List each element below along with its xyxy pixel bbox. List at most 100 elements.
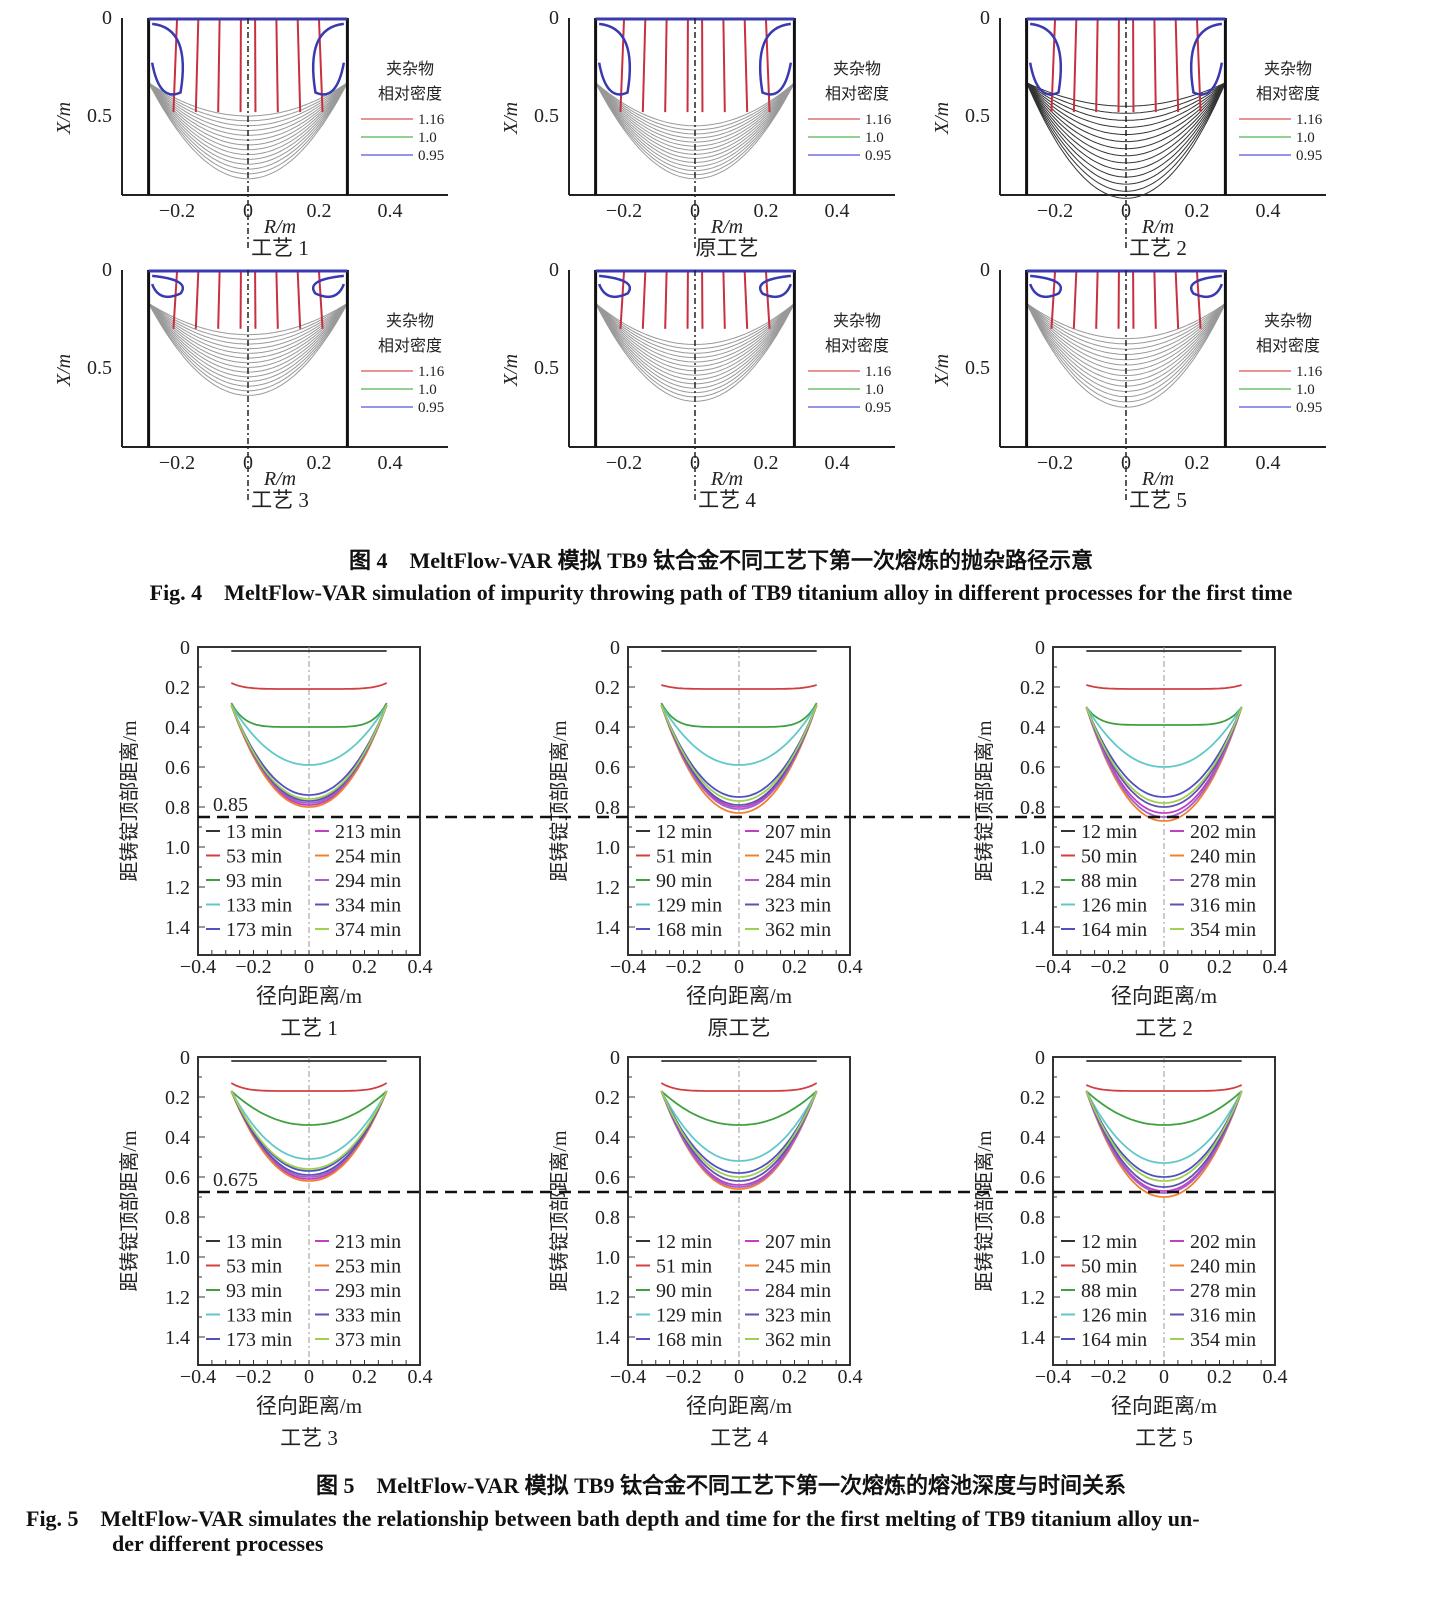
x-axis-label: 径向距离/m bbox=[1111, 1394, 1217, 1418]
series-line-53-min bbox=[230, 1082, 388, 1092]
legend-label: 133 min bbox=[226, 895, 292, 917]
series-line-362-min bbox=[660, 1090, 818, 1178]
y-tick-label: 0.5 bbox=[534, 357, 559, 379]
y-tick-label: 1.0 bbox=[595, 1247, 620, 1269]
impurity-path-red bbox=[194, 271, 200, 329]
x-tick-label: 0 bbox=[243, 452, 253, 474]
y-axis-label: 距铸锭顶部距离/m bbox=[118, 1130, 141, 1292]
y-tick-label: 0.6 bbox=[1020, 757, 1045, 779]
series-line-354-min bbox=[1085, 706, 1243, 804]
x-tick-label: −0.4 bbox=[610, 1366, 646, 1388]
series-line-126-min bbox=[1085, 1090, 1243, 1164]
y-tick-label: 0 bbox=[549, 7, 559, 29]
legend-label: 90 min bbox=[656, 870, 712, 892]
series-line-284-min bbox=[660, 704, 818, 810]
y-axis-label: 距铸锭顶部距离/m bbox=[973, 720, 996, 882]
y-tick-label: 0.2 bbox=[1020, 677, 1045, 699]
pool-contour bbox=[148, 303, 348, 396]
x-tick-label: 0.2 bbox=[352, 956, 377, 978]
series-line-354-min bbox=[1085, 1090, 1243, 1182]
impurity-path-red bbox=[1153, 19, 1157, 113]
y-tick-label: 1.4 bbox=[165, 917, 190, 939]
y-tick-label: 0 bbox=[102, 7, 112, 29]
x-tick-label: 0.4 bbox=[1263, 1366, 1288, 1388]
fig5-chart bbox=[627, 1056, 851, 1366]
legend-label: 164 min bbox=[1081, 919, 1147, 941]
y-tick-label: 0.8 bbox=[1020, 1207, 1045, 1229]
x-tick-label: 0.4 bbox=[825, 452, 850, 474]
x-tick-label: −0.2 bbox=[665, 1366, 701, 1388]
fig4-panel bbox=[568, 269, 895, 502]
pool-contour bbox=[148, 302, 348, 350]
legend-label: 362 min bbox=[765, 919, 831, 941]
legend-label: 333 min bbox=[335, 1305, 401, 1327]
x-axis-label: R/m bbox=[1141, 468, 1174, 490]
legend-label: 1.16 bbox=[1296, 112, 1323, 128]
y-tick-label: 0.5 bbox=[965, 105, 990, 127]
legend-label: 1.16 bbox=[865, 112, 892, 128]
y-tick-label: 0 bbox=[180, 1047, 190, 1069]
pool-contour bbox=[148, 82, 348, 170]
impurity-path-red bbox=[743, 19, 749, 113]
x-axis-label: R/m bbox=[710, 468, 743, 490]
x-tick-label: 0.2 bbox=[352, 1366, 377, 1388]
x-tick-label: 0.4 bbox=[838, 1366, 863, 1388]
x-tick-label: −0.2 bbox=[235, 956, 271, 978]
reference-line-label: 0.675 bbox=[213, 1169, 258, 1191]
legend-label: 316 min bbox=[1190, 895, 1256, 917]
x-axis-label: R/m bbox=[710, 216, 743, 238]
y-tick-label: 0 bbox=[180, 637, 190, 659]
series-line-316-min bbox=[1085, 1090, 1243, 1188]
series-line-362-min bbox=[660, 704, 818, 802]
x-tick-label: 0 bbox=[690, 200, 700, 222]
legend-label: 13 min bbox=[226, 821, 282, 843]
x-tick-label: 0.2 bbox=[307, 200, 332, 222]
impurity-path-red bbox=[217, 271, 221, 329]
x-axis-label: 径向距离/m bbox=[256, 984, 362, 1008]
legend-label: 126 min bbox=[1081, 1305, 1147, 1327]
impurity-path-blue bbox=[758, 22, 793, 96]
pool-contour bbox=[1026, 82, 1226, 143]
legend-label: 1.16 bbox=[418, 112, 445, 128]
legend-label: 334 min bbox=[335, 895, 401, 917]
x-tick-label: 0 bbox=[1159, 956, 1169, 978]
legend-title: 夹杂物 bbox=[1264, 312, 1312, 330]
y-tick-label: 0.8 bbox=[1020, 797, 1045, 819]
y-tick-label: 0.8 bbox=[595, 797, 620, 819]
legend-label: 12 min bbox=[656, 1231, 712, 1253]
legend-label: 240 min bbox=[1190, 1256, 1256, 1278]
x-tick-label: 0.4 bbox=[1256, 200, 1281, 222]
x-tick-label: 0 bbox=[243, 200, 253, 222]
y-tick-label: 1.2 bbox=[1020, 1287, 1045, 1309]
series-line-93-min bbox=[230, 1090, 388, 1126]
series-line-164-min bbox=[1085, 1090, 1243, 1178]
x-tick-label: −0.2 bbox=[665, 956, 701, 978]
chart-title: 原工艺 bbox=[708, 1016, 771, 1040]
x-tick-label: 0 bbox=[690, 452, 700, 474]
legend-title: 夹杂物 bbox=[833, 60, 881, 78]
legend-title: 相对密度 bbox=[825, 337, 889, 355]
y-tick-label: 0.5 bbox=[87, 105, 112, 127]
legend-label: 278 min bbox=[1190, 1280, 1256, 1302]
legend-label: 278 min bbox=[1190, 870, 1256, 892]
legend-title: 相对密度 bbox=[378, 337, 442, 355]
legend-label: 12 min bbox=[656, 821, 712, 843]
series-line-133-min bbox=[230, 704, 388, 766]
pool-contour bbox=[148, 302, 348, 336]
impurity-path-blue bbox=[150, 274, 185, 299]
pool-contour bbox=[595, 82, 795, 172]
legend-label: 164 min bbox=[1081, 1329, 1147, 1351]
legend-title: 相对密度 bbox=[1256, 85, 1320, 103]
legend-label: 0.95 bbox=[865, 148, 891, 164]
series-line-88-min bbox=[1085, 706, 1243, 726]
pool-contour bbox=[595, 302, 795, 354]
pool-contour bbox=[148, 302, 348, 368]
panel-title: 原工艺 bbox=[696, 236, 759, 260]
x-tick-label: 0.2 bbox=[782, 1366, 807, 1388]
legend-label: 129 min bbox=[656, 895, 722, 917]
series-line-284-min bbox=[660, 1090, 818, 1188]
pool-contour bbox=[148, 82, 348, 180]
pool-contour bbox=[595, 82, 795, 180]
chart-title: 工艺 5 bbox=[1135, 1426, 1193, 1450]
